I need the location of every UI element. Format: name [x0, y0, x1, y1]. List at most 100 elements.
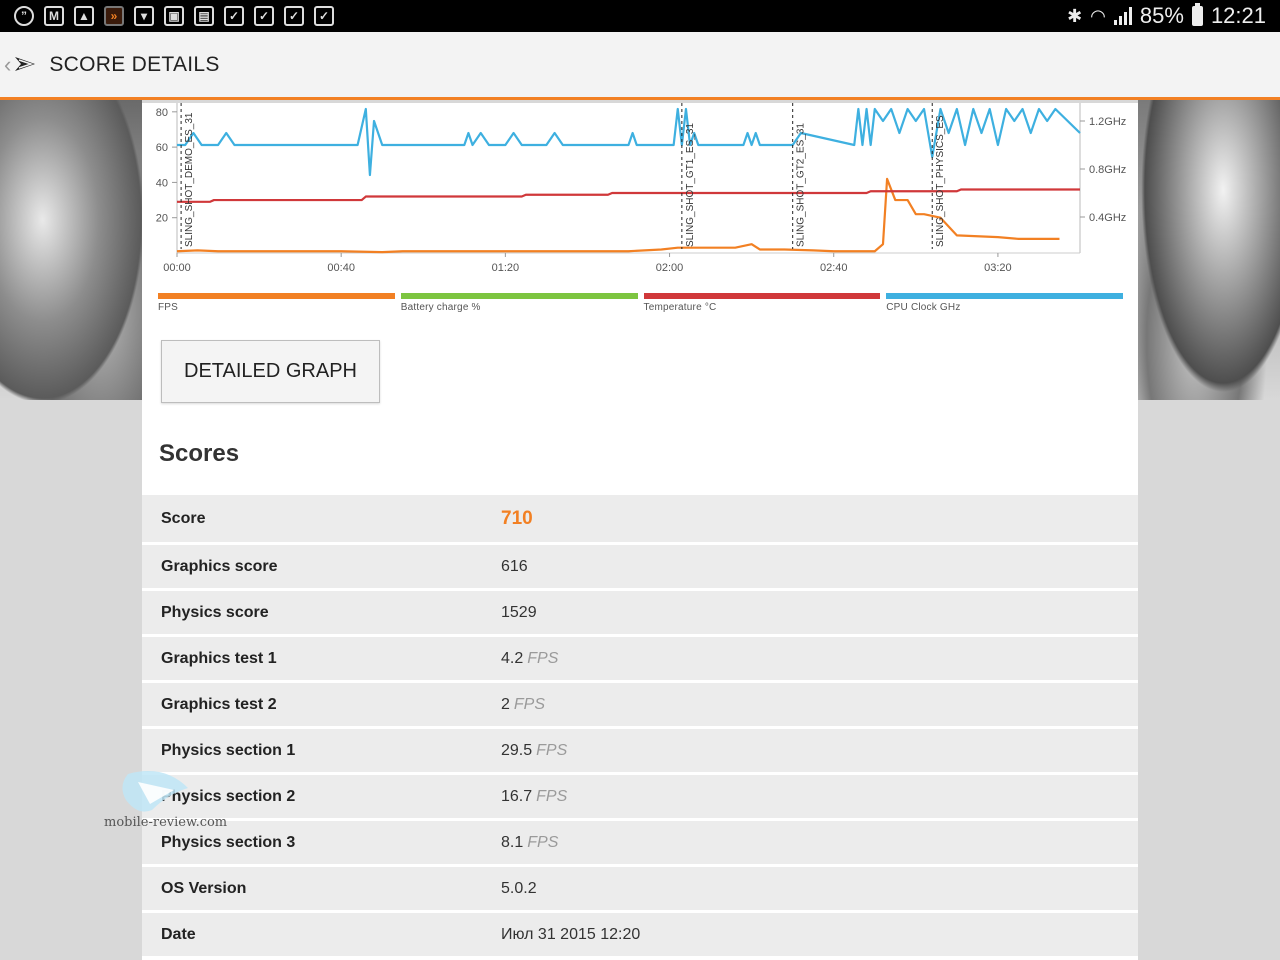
- score-row: Date Июл 31 2015 12:20: [142, 910, 1138, 956]
- legend-swatch: [886, 293, 1123, 299]
- x-tick-label: 02:40: [820, 262, 848, 273]
- cpu-clock-line: [177, 107, 1081, 177]
- score-unit: FPS: [527, 833, 559, 851]
- wifi-icon: ◠: [1090, 5, 1106, 26]
- y-tick-label-right: 0.8GHz: [1089, 164, 1126, 176]
- fps-line: [176, 177, 1060, 254]
- y-tick-label-right: 1.2GHz: [1089, 116, 1126, 128]
- score-unit: FPS: [536, 787, 568, 805]
- score-value: 8.1 FPS: [501, 834, 558, 852]
- score-number: 16.7: [501, 787, 533, 805]
- x-tick-label: 03:20: [984, 262, 1012, 273]
- score-value: Июл 31 2015 12:20: [501, 926, 640, 944]
- update-done-icon-1: ✓: [224, 6, 244, 26]
- 3dmark-app-icon: »: [104, 6, 124, 26]
- score-unit: FPS: [536, 741, 568, 759]
- system-icons: ✱ ◠ 85% 12:21: [1067, 3, 1266, 29]
- score-row: Graphics score 616: [142, 542, 1138, 588]
- legend-swatch: [643, 293, 881, 299]
- background-scenery-left: [0, 100, 142, 400]
- score-label: Graphics score: [161, 557, 278, 575]
- 3dmark-logo-icon[interactable]: [13, 52, 39, 78]
- y-tick-label-left: 20: [156, 213, 168, 225]
- chart-legend: FPS Battery charge % Temperature °C CPU Clo…: [158, 293, 1123, 315]
- score-unit: FPS: [527, 649, 559, 667]
- score-number: 2: [501, 695, 510, 713]
- x-tick-label: 02:00: [656, 262, 684, 273]
- score-value: 616: [501, 558, 528, 576]
- hangouts-icon: ”: [14, 6, 34, 26]
- status-bar: ” M ▲ » ▾ ▣ ▤ ✓ ✓ ✓ ✓ ✱ ◠ 85% 12:21: [0, 0, 1280, 32]
- detailed-graph-button[interactable]: DETAILED GRAPH: [161, 340, 380, 403]
- score-label: Score: [161, 509, 206, 527]
- score-value: 710: [501, 508, 533, 530]
- legend-swatch: [400, 293, 638, 299]
- y-tick-label-left: 60: [156, 142, 168, 154]
- x-tick-label: 00:00: [163, 262, 191, 273]
- score-value: 29.5 FPS: [501, 742, 567, 760]
- page-title: SCORE DETAILS: [49, 52, 220, 76]
- score-number: 8.1: [501, 833, 524, 851]
- battery-percent: 85%: [1139, 3, 1184, 28]
- store-icon: ▤: [194, 6, 214, 26]
- score-number: 4.2: [501, 649, 524, 667]
- score-value: 16.7 FPS: [501, 788, 567, 806]
- score-label: Physics section 3: [161, 833, 296, 851]
- gmail-icon: M: [44, 6, 64, 26]
- clock: 12:21: [1210, 3, 1266, 28]
- score-details-panel[interactable]: 80 60 40 20 1.2GHz 0.8GHz 0.4GHz 00:00 00:40 01:2…: [142, 103, 1138, 960]
- score-row: Physics section 3 8.1 FPS: [142, 818, 1138, 864]
- score-label: OS Version: [161, 879, 247, 897]
- legend-label: CPU Clock GHz: [886, 302, 961, 313]
- score-unit: FPS: [513, 695, 546, 713]
- score-row: Graphics test 2 2 FPS: [142, 680, 1138, 726]
- legend-item[interactable]: Temperature °C: [643, 293, 881, 315]
- score-row: Physics section 2 16.7 FPS: [142, 772, 1138, 818]
- scores-table: Score 710 Graphics score 616 Physics score 15…: [142, 492, 1138, 956]
- screenshot-icon: ▣: [164, 6, 184, 26]
- y-tick-label-left: 40: [156, 177, 168, 189]
- test-marker-label: SLING_SHOT_PHYSICS_ES: [935, 115, 946, 247]
- back-chevron-icon[interactable]: ‹: [4, 51, 12, 77]
- test-marker-label: SLING_SHOT_GT1_ES_31: [685, 123, 696, 247]
- y-tick-label-right: 0.4GHz: [1089, 212, 1126, 224]
- score-value: 5.0.2: [501, 880, 537, 898]
- gallery-icon: ▲: [74, 6, 94, 26]
- scores-heading: Scores: [159, 440, 240, 467]
- legend-item[interactable]: Battery charge %: [400, 293, 638, 315]
- score-value: 4.2 FPS: [501, 650, 558, 668]
- notification-icons: ” M ▲ » ▾ ▣ ▤ ✓ ✓ ✓ ✓: [14, 6, 334, 26]
- test-marker-label: SLING_SHOT_GT2_ES_31: [796, 123, 807, 247]
- action-bar: ‹ SCORE DETAILS: [0, 32, 1280, 100]
- update-done-icon-4: ✓: [314, 6, 334, 26]
- x-tick-label: 00:40: [327, 262, 355, 273]
- watermark-text: mobile-review.com: [104, 815, 228, 830]
- update-done-icon-2: ✓: [254, 6, 274, 26]
- legend-item[interactable]: FPS: [158, 293, 395, 315]
- score-row: OS Version 5.0.2: [142, 864, 1138, 910]
- legend-item[interactable]: CPU Clock GHz: [886, 293, 1123, 315]
- legend-swatch: [158, 293, 395, 299]
- score-number: 616: [501, 557, 528, 575]
- score-number: 1529: [501, 603, 537, 621]
- score-label: Graphics test 1: [161, 649, 277, 667]
- battery-icon: [1191, 3, 1203, 26]
- x-tick-label: 01:20: [492, 262, 520, 273]
- score-row: Graphics test 1 4.2 FPS: [142, 634, 1138, 680]
- score-value: 1529: [501, 604, 537, 622]
- score-row: Score 710: [142, 492, 1138, 542]
- score-row: Physics section 1 29.5 FPS: [142, 726, 1138, 772]
- score-row: Physics score 1529: [142, 588, 1138, 634]
- score-label: Date: [161, 925, 196, 943]
- y-tick-label-left: 80: [156, 107, 168, 119]
- score-number: 5.0.2: [501, 879, 537, 897]
- update-done-icon-3: ✓: [284, 6, 304, 26]
- temperature-line: [177, 188, 1080, 203]
- score-value: 2 FPS: [501, 696, 545, 714]
- monitoring-chart[interactable]: 80 60 40 20 1.2GHz 0.8GHz 0.4GHz 00:00 00:40 01:2…: [142, 103, 1138, 274]
- score-number: 710: [501, 507, 533, 529]
- monitoring-chart-svg: 80 60 40 20 1.2GHz 0.8GHz 0.4GHz 00:00 00:40 01:2…: [156, 103, 1126, 274]
- score-number: Июл 31 2015 12:20: [501, 925, 641, 943]
- bluetooth-icon: ✱: [1067, 5, 1083, 26]
- legend-label: FPS: [158, 302, 179, 313]
